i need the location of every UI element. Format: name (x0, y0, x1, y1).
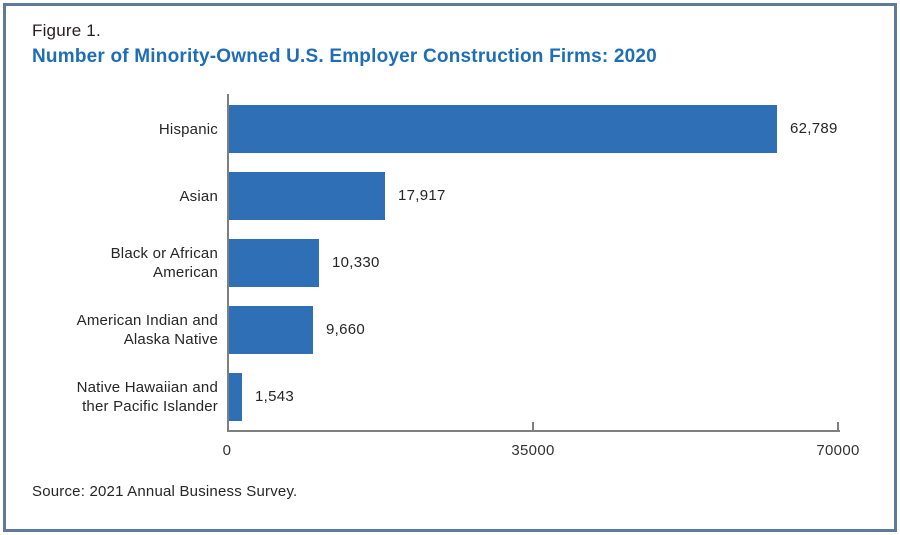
x-tick-mark (837, 422, 839, 430)
plot-area: 62,789 17,917 10,330 9,660 1,543 (227, 94, 840, 432)
bar-hispanic (229, 105, 777, 153)
bar-asian (229, 172, 385, 220)
category-label: Hispanic (158, 120, 218, 138)
category-label: American Indian and Alaska Native (76, 312, 218, 348)
bar-native-hawaiian-and-ther-pacific-islander (229, 373, 242, 421)
figure-number-label: Figure 1. (32, 21, 101, 40)
x-tick-label: 70000 (816, 442, 860, 459)
x-tick-label: 0 (222, 442, 232, 459)
bar-value-label: 62,789 (790, 120, 838, 137)
bar-american-indian-and-alaska-native (229, 306, 313, 354)
category-label: Native Hawaiian and ther Pacific Islande… (76, 379, 218, 415)
bar-value-label: 10,330 (332, 254, 380, 271)
source-note: Source: 2021 Annual Business Survey. (32, 483, 298, 500)
bar-black-or-african-american (229, 239, 319, 287)
bar-value-label: 1,543 (255, 388, 295, 405)
category-label: Black or African American (110, 245, 218, 281)
figure-frame (3, 3, 897, 532)
bar-value-label: 17,917 (398, 187, 446, 204)
x-tick-mark (532, 422, 534, 430)
x-tick-label: 35000 (511, 442, 555, 459)
category-label: Asian (179, 187, 218, 205)
chart-title: Number of Minority-Owned U.S. Employer C… (32, 46, 657, 67)
bar-value-label: 9,660 (326, 321, 366, 338)
